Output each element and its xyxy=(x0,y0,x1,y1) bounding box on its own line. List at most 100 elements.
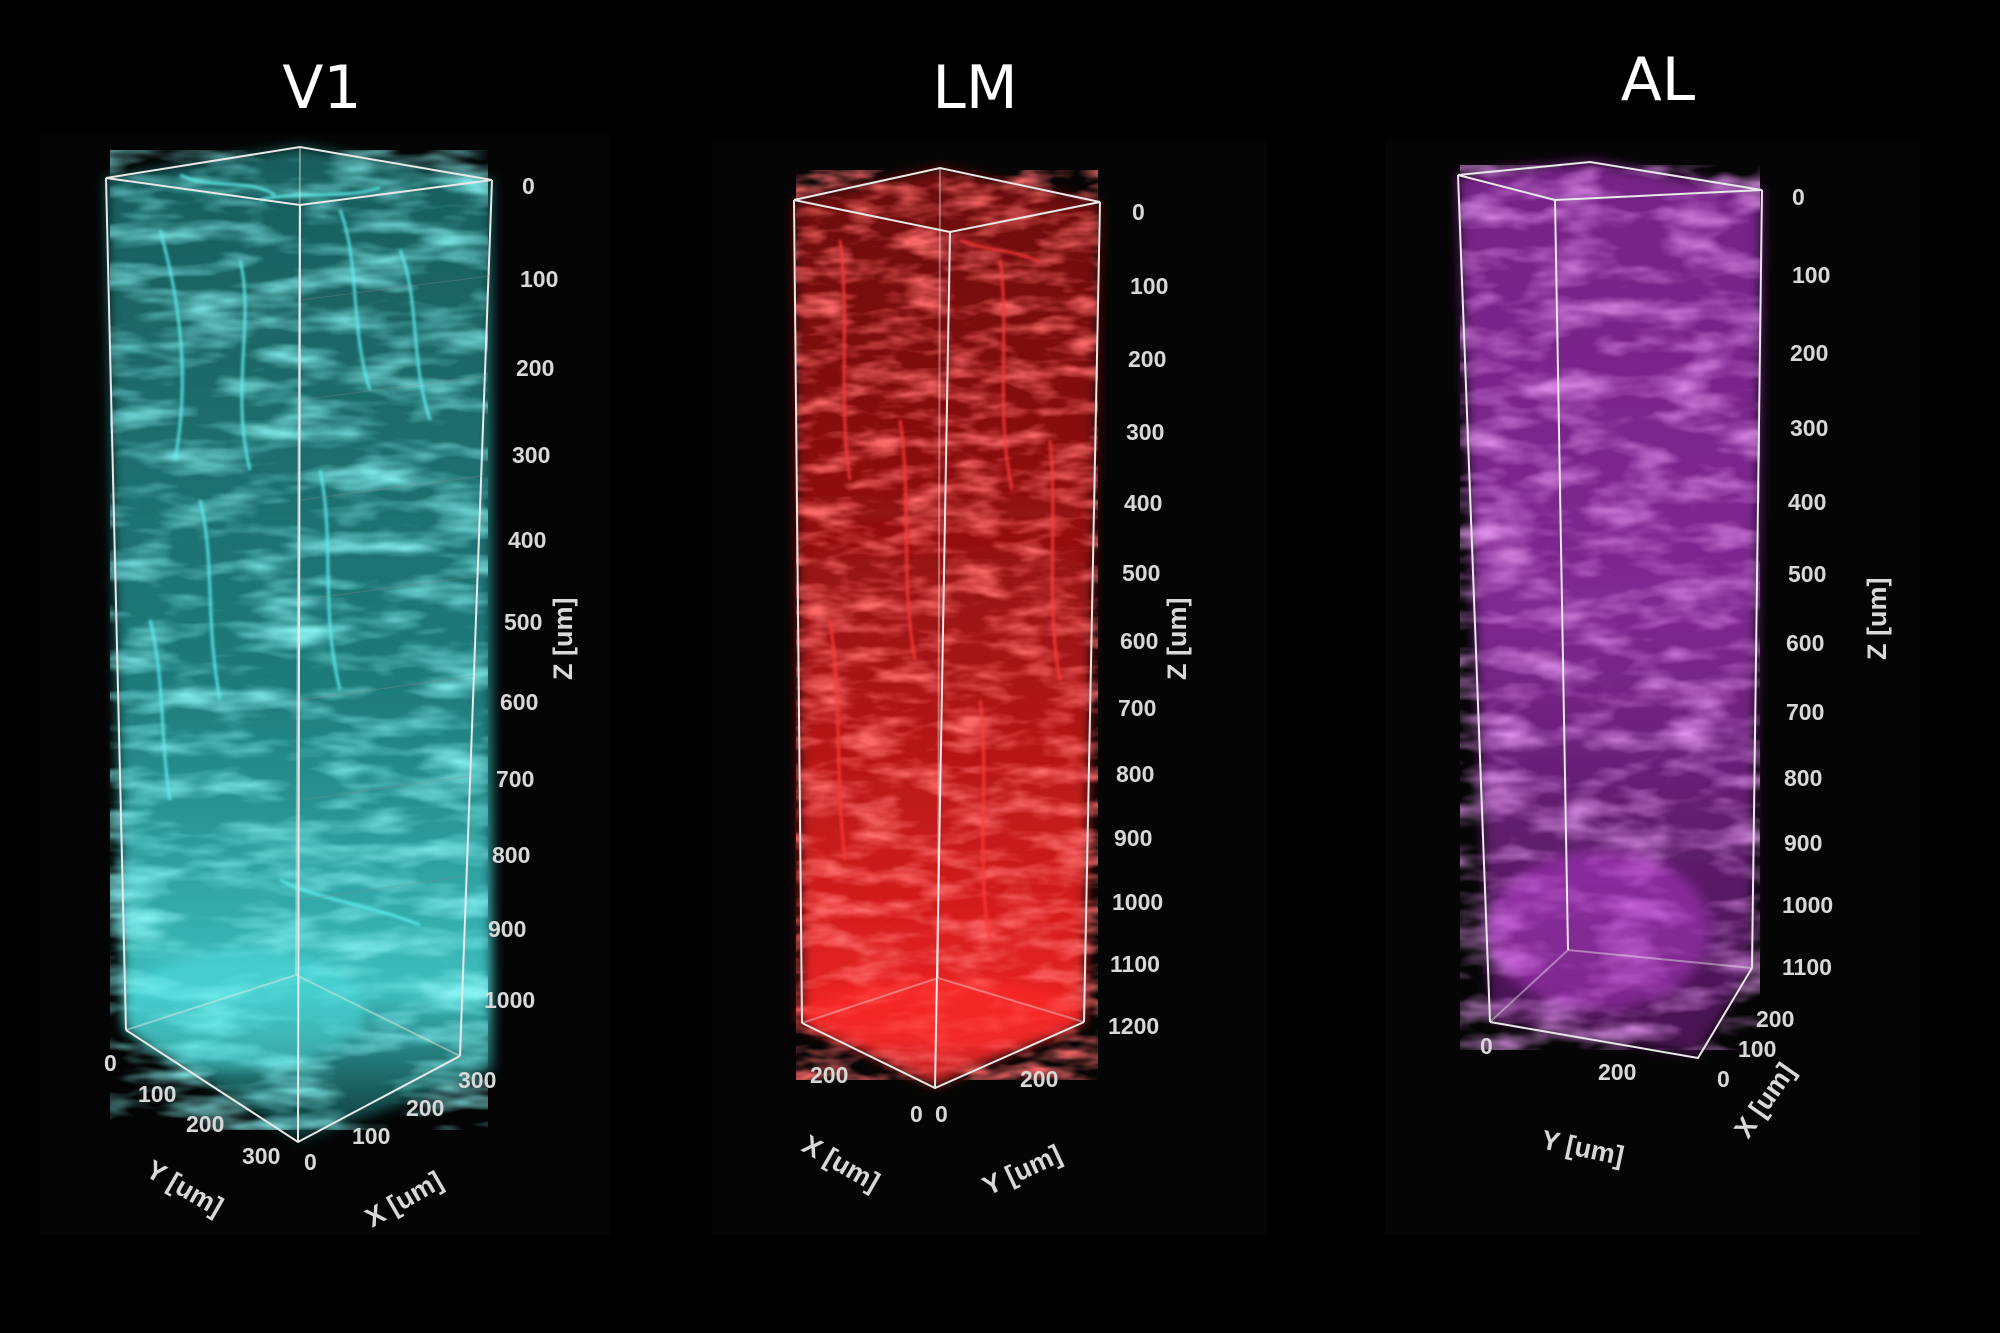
lm-box-bottom-back xyxy=(801,976,1085,1024)
lm-box-left-edge xyxy=(793,199,803,1024)
al-z-ticks: 0 100 200 300 400 500 600 700 800 900 10… xyxy=(1782,184,1833,980)
v1-z-tick: 0 xyxy=(522,173,535,199)
v1-z-tick: 100 xyxy=(520,266,558,292)
al-box-left-edge xyxy=(1457,174,1491,1023)
lm-z-tick: 1000 xyxy=(1112,889,1163,915)
lm-x-tick: 0 xyxy=(910,1101,923,1127)
al-box-bottom-back xyxy=(1489,948,1753,1023)
al-volume-render xyxy=(1458,162,1762,1055)
al-box-bottom-front xyxy=(1489,967,1753,1060)
lm-box-right-edge xyxy=(1083,201,1101,1023)
lm-z-tick: 400 xyxy=(1124,490,1162,516)
lm-z-tick: 1100 xyxy=(1110,951,1160,977)
al-z-tick: 700 xyxy=(1786,699,1824,725)
v1-vessels xyxy=(148,173,432,927)
v1-z-ticks: 0 100 200 300 400 500 600 700 800 900 10… xyxy=(484,173,558,1013)
v1-x-tick: 0 xyxy=(304,1149,317,1175)
lm-z-tick: 600 xyxy=(1120,628,1158,654)
lm-y-tick: 0 xyxy=(935,1101,948,1127)
lm-y-ticks: 0 200 xyxy=(935,1066,1058,1127)
lm-z-tick: 300 xyxy=(1126,419,1164,445)
v1-z-tick: 1000 xyxy=(484,987,535,1013)
al-box-front-edge xyxy=(1554,199,1569,951)
al-x-ticks: 0 100 200 xyxy=(1717,1006,1794,1092)
v1-z-tick: 500 xyxy=(504,609,542,635)
v1-z-tick: 800 xyxy=(492,842,530,868)
lm-box-front-edge xyxy=(934,231,951,1089)
v1-z-tick: 900 xyxy=(488,916,526,942)
v1-box-bottom-front xyxy=(125,1029,461,1144)
v1-box-front-edge xyxy=(297,204,301,1143)
lm-y-tick: 200 xyxy=(1020,1066,1058,1092)
al-z-tick: 100 xyxy=(1792,262,1830,288)
v1-z-tick: 700 xyxy=(496,766,534,792)
v1-z-axis-label: Z [um] xyxy=(548,598,578,680)
v1-y-ticks: 0 100 200 300 xyxy=(104,1050,280,1169)
lm-z-axis-label: Z [um] xyxy=(1162,598,1192,680)
al-z-tick: 400 xyxy=(1788,489,1826,515)
al-bottom-glow xyxy=(1490,850,1710,1010)
al-z-tick: 1100 xyxy=(1782,954,1832,980)
v1-x-ticks: 0 100 200 300 xyxy=(304,1067,496,1175)
v1-y-tick: 200 xyxy=(186,1111,224,1137)
v1-y-tick: 0 xyxy=(104,1050,117,1076)
lm-vessels xyxy=(828,238,1062,941)
panel-al-title: AL xyxy=(1621,45,1696,115)
lm-z-tick: 100 xyxy=(1130,273,1168,299)
v1-box-left-edge xyxy=(105,177,127,1031)
al-vessel-texture xyxy=(1460,165,1760,1050)
lm-z-tick: 200 xyxy=(1128,346,1166,372)
v1-x-tick: 100 xyxy=(352,1123,390,1149)
panel-lm: LM 0 100 xyxy=(712,53,1267,1235)
al-z-tick: 0 xyxy=(1792,184,1805,210)
v1-x-tick: 200 xyxy=(406,1095,444,1121)
v1-bottom-glow xyxy=(125,950,365,1070)
v1-y-tick: 300 xyxy=(242,1143,280,1169)
al-x-tick: 100 xyxy=(1738,1036,1776,1062)
panel-al: AL 0 100 200 300 400 500 600 700 800 900… xyxy=(1385,45,1920,1235)
panel-v1-title: V1 xyxy=(282,53,361,123)
lm-z-tick: 900 xyxy=(1114,825,1152,851)
panel-v1: V1 xyxy=(40,53,610,1235)
v1-z-tick: 300 xyxy=(512,442,550,468)
v1-y-tick: 100 xyxy=(138,1081,176,1107)
v1-bounding-box xyxy=(105,145,493,1144)
lm-volume-render xyxy=(794,168,1100,1085)
lm-x-tick: 200 xyxy=(810,1062,848,1088)
lm-z-tick: 500 xyxy=(1122,560,1160,586)
al-y-ticks: 0 200 xyxy=(1480,1033,1636,1085)
al-z-tick: 900 xyxy=(1784,830,1822,856)
lm-bounding-box xyxy=(793,166,1101,1090)
al-y-tick: 0 xyxy=(1480,1033,1493,1059)
v1-box-right-edge xyxy=(459,179,493,1057)
v1-z-tick: 200 xyxy=(516,355,554,381)
al-x-tick: 200 xyxy=(1756,1006,1794,1032)
v1-x-tick: 300 xyxy=(458,1067,496,1093)
lm-x-ticks: 200 0 xyxy=(810,1062,923,1127)
al-z-tick: 600 xyxy=(1786,630,1824,656)
lm-z-tick: 0 xyxy=(1132,199,1145,225)
al-bounding-box xyxy=(1457,160,1763,1060)
v1-z-grid xyxy=(299,275,491,901)
lm-z-ticks: 0 100 200 300 400 500 600 700 800 900 10… xyxy=(1108,199,1168,1039)
al-z-tick: 300 xyxy=(1790,415,1828,441)
panel-lm-title: LM xyxy=(932,53,1017,123)
v1-z-tick: 400 xyxy=(508,527,546,553)
al-z-tick: 1000 xyxy=(1782,892,1833,918)
lm-z-tick: 700 xyxy=(1118,695,1156,721)
v1-box-bottom-back xyxy=(125,973,461,1057)
lm-box-bottom-front xyxy=(801,1021,1085,1090)
al-y-tick: 200 xyxy=(1598,1059,1636,1085)
lm-vessel-texture xyxy=(796,170,1098,1080)
al-box-right-edge xyxy=(1751,189,1763,969)
al-z-tick: 200 xyxy=(1790,340,1828,366)
al-z-tick: 800 xyxy=(1784,765,1822,791)
lm-z-tick: 800 xyxy=(1116,761,1154,787)
al-x-tick: 0 xyxy=(1717,1066,1730,1092)
lm-bottom-glow xyxy=(800,980,1080,1050)
al-z-axis-label: Z [um] xyxy=(1862,578,1892,660)
al-z-tick: 500 xyxy=(1788,561,1826,587)
lm-box-back-edge xyxy=(937,167,941,979)
